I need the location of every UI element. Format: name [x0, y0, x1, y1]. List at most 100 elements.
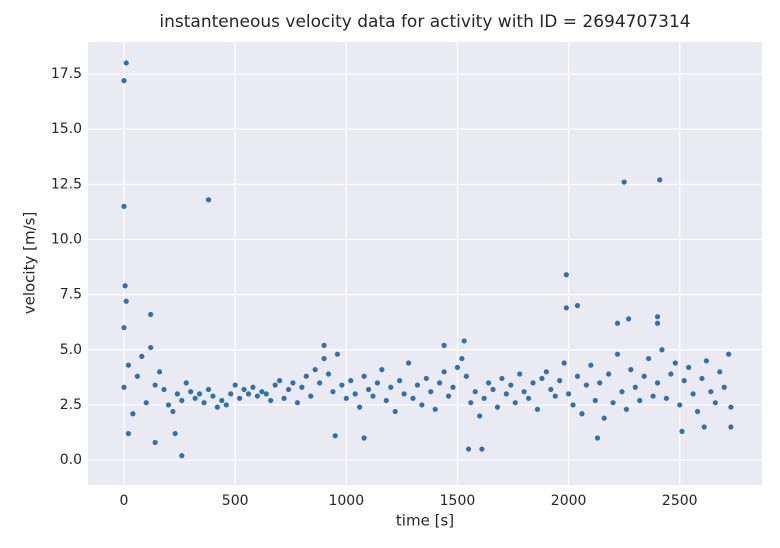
- point: [419, 402, 425, 408]
- point: [450, 384, 456, 390]
- point: [134, 373, 140, 379]
- point: [348, 378, 354, 384]
- point: [170, 408, 176, 415]
- point: [325, 371, 332, 377]
- point: [717, 369, 723, 375]
- point: [414, 382, 421, 388]
- point: [614, 320, 621, 326]
- point: [566, 391, 572, 397]
- point: [143, 400, 149, 406]
- point: [517, 371, 523, 377]
- point: [383, 397, 389, 404]
- point: [703, 358, 710, 364]
- point: [294, 400, 301, 406]
- x-tick-label: 1500: [440, 493, 476, 509]
- point: [494, 404, 501, 410]
- point: [659, 347, 665, 353]
- point: [223, 402, 229, 408]
- y-tick-label: 17.5: [51, 66, 82, 82]
- point: [454, 364, 461, 371]
- point: [588, 362, 594, 368]
- point: [445, 393, 452, 399]
- plot-area: [88, 42, 762, 485]
- point: [465, 446, 472, 452]
- point: [183, 380, 189, 386]
- x-axis-label: time [s]: [396, 512, 454, 530]
- point: [686, 364, 692, 371]
- point: [188, 389, 194, 395]
- point: [579, 411, 585, 417]
- point: [277, 378, 283, 384]
- x-tick-label: 2000: [551, 493, 587, 509]
- point: [388, 384, 394, 390]
- point: [121, 203, 127, 209]
- point: [530, 380, 536, 386]
- point: [472, 389, 478, 395]
- point: [179, 397, 185, 404]
- point: [728, 424, 734, 430]
- point: [563, 305, 569, 311]
- point: [317, 380, 323, 386]
- point: [401, 391, 407, 397]
- point: [668, 371, 674, 377]
- point: [365, 386, 372, 393]
- point: [303, 373, 309, 379]
- point: [392, 408, 398, 415]
- point: [654, 314, 661, 320]
- point: [139, 353, 145, 359]
- point: [623, 406, 629, 412]
- point: [479, 446, 485, 452]
- point: [122, 283, 128, 289]
- point: [148, 311, 154, 318]
- point: [423, 375, 429, 382]
- point: [312, 367, 318, 373]
- point: [601, 415, 607, 421]
- point: [512, 400, 518, 406]
- x-tick-label: 1000: [328, 493, 364, 509]
- point: [712, 400, 718, 406]
- point: [196, 391, 203, 397]
- point: [499, 375, 505, 382]
- point: [290, 380, 296, 386]
- point: [681, 378, 687, 384]
- point: [699, 375, 705, 382]
- point: [121, 78, 127, 84]
- point: [534, 406, 541, 412]
- point: [557, 378, 563, 384]
- point: [583, 382, 589, 388]
- point: [570, 402, 576, 408]
- point: [628, 367, 634, 373]
- point: [232, 382, 238, 388]
- point: [437, 380, 443, 386]
- y-tick-label: 5.0: [60, 342, 82, 358]
- point: [161, 386, 167, 393]
- point: [254, 393, 260, 399]
- y-tick-label: 0.0: [60, 452, 82, 468]
- point: [339, 382, 345, 388]
- x-tick-label: 0: [120, 493, 129, 509]
- point: [441, 369, 447, 375]
- point: [330, 389, 336, 395]
- point: [503, 391, 509, 397]
- point: [123, 60, 129, 66]
- point: [332, 433, 338, 439]
- point: [459, 355, 465, 362]
- point: [610, 400, 616, 406]
- point: [525, 395, 532, 401]
- point: [268, 397, 274, 404]
- point: [490, 386, 496, 393]
- point: [641, 373, 647, 379]
- point: [441, 342, 447, 348]
- point: [121, 384, 127, 390]
- point: [361, 373, 367, 379]
- point: [708, 389, 714, 395]
- point: [606, 371, 612, 377]
- point: [521, 389, 527, 395]
- point: [299, 384, 305, 390]
- point: [192, 395, 198, 401]
- point: [672, 360, 678, 366]
- point: [592, 397, 598, 404]
- point: [285, 386, 292, 393]
- point: [563, 272, 569, 278]
- point: [410, 395, 416, 401]
